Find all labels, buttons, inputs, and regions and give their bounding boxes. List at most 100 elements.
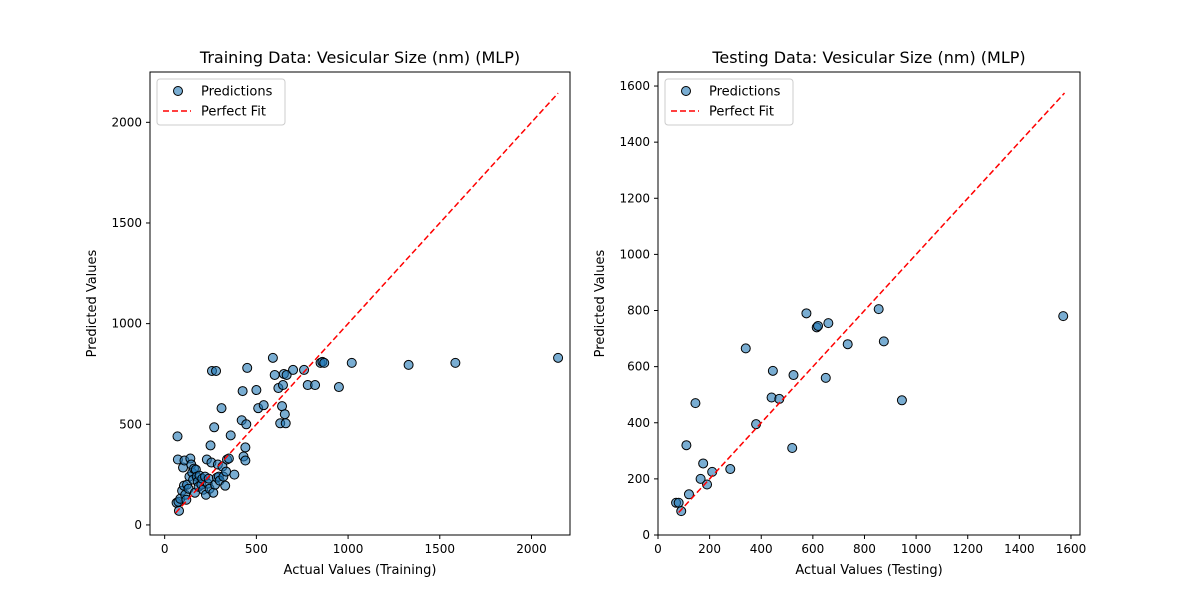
y-tick-label: 0 <box>134 518 142 532</box>
prediction-point <box>740 343 751 354</box>
x-tick-label: 0 <box>654 542 662 556</box>
prediction-point <box>211 365 222 376</box>
x-tick-label: 400 <box>750 542 773 556</box>
prediction-point <box>346 357 357 368</box>
prediction-point <box>695 473 706 484</box>
prediction-point <box>288 364 299 375</box>
axes-frame <box>657 71 1081 536</box>
prediction-point <box>240 455 251 466</box>
prediction-point <box>681 440 692 451</box>
prediction-point <box>813 320 824 331</box>
prediction-point <box>873 304 884 315</box>
prediction-point <box>269 369 280 380</box>
prediction-point <box>698 458 709 469</box>
y-tick-label: 1200 <box>619 191 650 205</box>
prediction-point <box>208 487 219 498</box>
x-tick-label: 500 <box>245 542 268 556</box>
y-tick-label: 500 <box>119 417 142 431</box>
testing-panel: 0 200 400 600 800 1000 1200 1400 1600 0 200 400 600 8… <box>593 48 1086 578</box>
prediction-point <box>205 440 216 451</box>
prediction-point <box>225 430 236 441</box>
legend-perfect-fit-label: Perfect Fit <box>709 105 774 120</box>
prediction-point <box>553 352 564 363</box>
y-tick-label: 1000 <box>111 317 142 331</box>
prediction-point <box>267 352 278 363</box>
y-tick-label: 400 <box>627 416 650 430</box>
prediction-point <box>277 380 288 391</box>
prediction-point <box>403 359 414 370</box>
training-title: Training Data: Vesicular Size (nm) (MLP) <box>199 48 520 67</box>
y-tick-label: 800 <box>627 304 650 318</box>
prediction-point <box>221 466 232 477</box>
prediction-point <box>1058 311 1069 322</box>
prediction-point <box>450 357 461 368</box>
prediction-point <box>279 409 290 420</box>
prediction-point <box>241 419 252 430</box>
training-panel: 0 500 1000 1500 2000 0 500 1000 1500 2000 Trainin… <box>85 48 571 578</box>
x-tick-label: 1200 <box>952 542 983 556</box>
legend-perfect-fit-label: Perfect Fit <box>201 105 266 120</box>
x-tick-label: 1400 <box>1004 542 1035 556</box>
legend-predictions-label: Predictions <box>201 85 273 100</box>
y-tick-label: 1400 <box>619 135 650 149</box>
prediction-point <box>242 362 253 373</box>
training-x-axis-label: Actual Values (Training) <box>284 563 437 578</box>
prediction-point <box>333 382 344 393</box>
y-tick-label: 1600 <box>619 79 650 93</box>
y-tick-label: 1500 <box>111 216 142 230</box>
prediction-point <box>310 380 321 391</box>
x-tick-label: 600 <box>801 542 824 556</box>
prediction-point <box>683 489 694 500</box>
prediction-point <box>299 364 310 375</box>
prediction-point <box>690 398 701 409</box>
testing-y-axis-label: Predicted Values <box>593 249 608 357</box>
prediction-point <box>801 308 812 319</box>
prediction-point <box>251 385 262 396</box>
prediction-point <box>725 464 736 475</box>
prediction-point <box>676 506 687 517</box>
prediction-point <box>896 395 907 406</box>
legend-predictions-marker <box>173 86 183 96</box>
prediction-point <box>173 505 184 516</box>
x-tick-label: 1600 <box>1056 542 1087 556</box>
axes-frame <box>149 71 571 536</box>
prediction-point <box>767 365 778 376</box>
testing-plot-area: 0 200 400 600 800 1000 1200 1400 1600 0 200 400 600 8… <box>619 71 1087 556</box>
prediction-point <box>788 370 799 381</box>
legend-frame <box>664 78 794 126</box>
testing-title: Testing Data: Vesicular Size (nm) (MLP) <box>711 48 1025 67</box>
x-tick-label: 800 <box>853 542 876 556</box>
prediction-point <box>281 369 292 380</box>
legend-predictions-label: Predictions <box>709 85 781 100</box>
prediction-point <box>172 431 183 442</box>
training-y-axis-label: Predicted Values <box>85 249 100 357</box>
y-tick-label: 0 <box>642 528 650 542</box>
prediction-point <box>820 372 831 383</box>
prediction-point <box>181 494 192 505</box>
y-tick-label: 600 <box>627 360 650 374</box>
prediction-point <box>878 336 889 347</box>
x-tick-label: 1000 <box>333 542 364 556</box>
prediction-point <box>216 403 227 414</box>
x-tick-label: 0 <box>161 542 169 556</box>
prediction-point <box>823 318 834 329</box>
testing-legend: Predictions Perfect Fit <box>664 78 794 126</box>
prediction-point <box>787 443 798 454</box>
x-tick-label: 1000 <box>901 542 932 556</box>
x-tick-label: 200 <box>698 542 721 556</box>
prediction-point <box>842 339 853 350</box>
training-plot-area: 0 500 1000 1500 2000 0 500 1000 1500 2000 <box>111 71 571 556</box>
prediction-point <box>240 442 251 453</box>
y-tick-label: 1000 <box>619 247 650 261</box>
prediction-point <box>702 479 713 490</box>
prediction-point <box>258 400 269 411</box>
perfect-fit-line <box>175 92 559 514</box>
legend-predictions-marker <box>681 86 691 96</box>
legend-frame <box>156 78 286 126</box>
prediction-point <box>673 497 684 508</box>
perfect-fit-line <box>678 92 1066 514</box>
prediction-point <box>220 480 231 491</box>
prediction-point <box>319 357 330 368</box>
prediction-point <box>229 469 240 480</box>
